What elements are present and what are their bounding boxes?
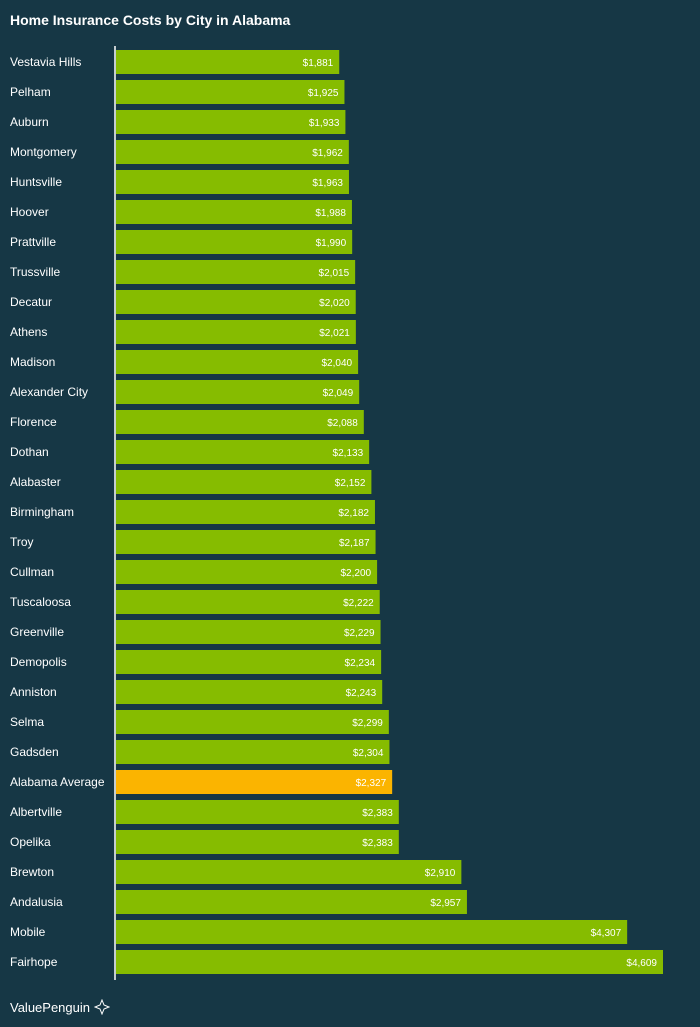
bar-highlight — [116, 770, 393, 794]
category-label: Greenville — [10, 625, 64, 639]
category-label: Anniston — [10, 685, 57, 699]
category-label: Cullman — [10, 565, 54, 579]
category-label: Montgomery — [10, 145, 77, 159]
value-label: $2,222 — [343, 598, 374, 609]
bar — [116, 920, 628, 944]
bar — [116, 170, 349, 194]
category-label: Alabaster — [10, 475, 61, 489]
category-label: Athens — [10, 325, 47, 339]
bar — [116, 890, 467, 914]
value-label: $2,152 — [335, 478, 366, 489]
category-label: Huntsville — [10, 175, 62, 189]
category-label: Opelika — [10, 835, 51, 849]
category-label: Decatur — [10, 295, 52, 309]
value-label: $2,187 — [339, 538, 370, 549]
bar — [116, 500, 375, 524]
category-label: Gadsden — [10, 745, 59, 759]
value-label: $1,990 — [316, 238, 347, 249]
bar — [116, 530, 376, 554]
bar — [116, 410, 364, 434]
category-label: Andalusia — [10, 895, 63, 909]
category-label: Demopolis — [10, 655, 67, 669]
bar — [116, 320, 356, 344]
value-label: $1,881 — [303, 58, 334, 69]
value-label: $1,963 — [312, 178, 343, 189]
category-label: Florence — [10, 415, 57, 429]
value-label: $2,133 — [333, 448, 364, 459]
bar — [116, 440, 370, 464]
value-label: $2,383 — [362, 838, 393, 849]
value-label: $2,327 — [356, 778, 387, 789]
bar — [116, 680, 383, 704]
value-label: $4,307 — [591, 928, 622, 939]
category-label: Birmingham — [10, 505, 74, 519]
category-label: Troy — [10, 535, 34, 549]
bar — [116, 260, 356, 284]
category-label: Vestavia Hills — [10, 55, 81, 69]
bar — [116, 350, 359, 374]
bar — [116, 950, 663, 974]
bar — [116, 830, 399, 854]
category-label: Mobile — [10, 925, 46, 939]
category-label: Dothan — [10, 445, 49, 459]
value-label: $2,910 — [425, 868, 456, 879]
bar — [116, 50, 340, 74]
value-label: $2,229 — [344, 628, 375, 639]
category-label: Auburn — [10, 115, 49, 129]
category-label: Tuscaloosa — [10, 595, 71, 609]
penguin-logo-icon — [94, 999, 110, 1015]
brand-name: ValuePenguin — [10, 999, 90, 1015]
category-label: Alabama Average — [10, 775, 105, 789]
bar — [116, 110, 346, 134]
bar — [116, 620, 381, 644]
value-label: $2,182 — [338, 508, 369, 519]
bar — [116, 560, 378, 584]
value-label: $2,200 — [341, 568, 372, 579]
bar — [116, 470, 372, 494]
brand-footer: ValuePenguin — [10, 999, 110, 1015]
category-label: Madison — [10, 355, 55, 369]
value-label: $2,299 — [352, 718, 383, 729]
value-label: $2,049 — [323, 388, 354, 399]
value-label: $2,243 — [346, 688, 377, 699]
value-label: $2,304 — [353, 748, 384, 759]
value-label: $1,988 — [315, 208, 346, 219]
bar — [116, 80, 345, 104]
value-label: $1,962 — [312, 148, 343, 159]
bar — [116, 230, 353, 254]
bar — [116, 200, 352, 224]
category-label: Hoover — [10, 205, 49, 219]
category-label: Alexander City — [10, 385, 88, 399]
value-label: $2,021 — [319, 328, 350, 339]
category-label: Fairhope — [10, 955, 58, 969]
bar — [116, 860, 462, 884]
value-label: $2,040 — [322, 358, 353, 369]
category-label: Albertville — [10, 805, 62, 819]
bar — [116, 740, 390, 764]
bar — [116, 140, 349, 164]
value-label: $2,383 — [362, 808, 393, 819]
value-label: $2,957 — [430, 898, 461, 909]
bar — [116, 380, 360, 404]
bar — [116, 710, 389, 734]
value-label: $2,020 — [319, 298, 350, 309]
chart-title: Home Insurance Costs by City in Alabama — [10, 12, 291, 28]
bar — [116, 290, 356, 314]
value-label: $1,925 — [308, 88, 339, 99]
category-label: Trussville — [10, 265, 61, 279]
bar-chart: Vestavia Hills $1,881 Pelham $1,925 Auburn $1… — [10, 46, 663, 980]
bar — [116, 800, 399, 824]
category-label: Selma — [10, 715, 44, 729]
value-label: $1,933 — [309, 118, 340, 129]
category-label: Pelham — [10, 85, 51, 99]
bar — [116, 590, 380, 614]
bar — [116, 650, 382, 674]
value-label: $2,015 — [319, 268, 350, 279]
value-label: $2,088 — [327, 418, 358, 429]
value-label: $4,609 — [626, 958, 657, 969]
value-label: $2,234 — [345, 658, 376, 669]
category-label: Brewton — [10, 865, 54, 879]
category-label: Prattville — [10, 235, 56, 249]
